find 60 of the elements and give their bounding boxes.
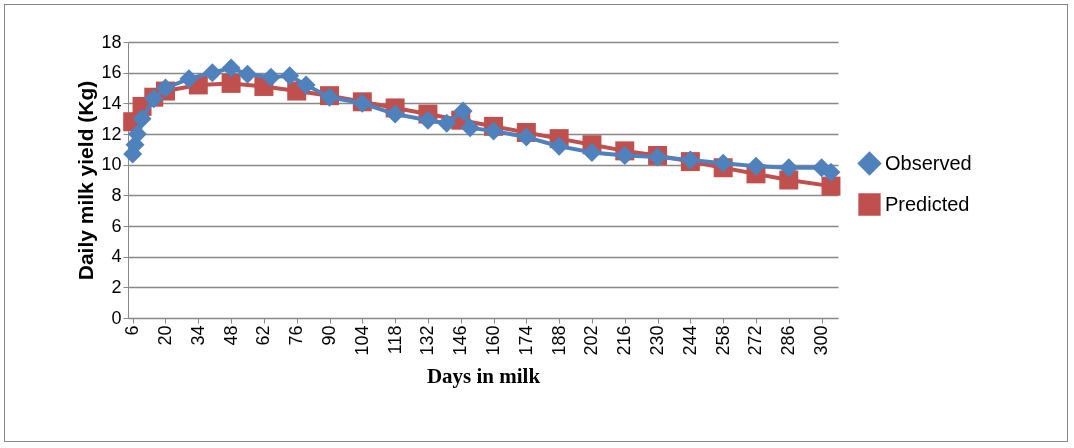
x-tick-label: 90 [319,325,340,346]
point [437,113,457,133]
point [779,158,799,178]
x-tick-label: 76 [286,325,307,346]
point [460,118,480,138]
x-tick-label: 258 [712,325,733,356]
point [296,75,316,95]
point [821,176,841,196]
point [549,136,569,156]
y-tick-label: 0 [111,307,122,328]
x-tick-label: 160 [483,325,504,356]
x-tick-label: 104 [351,325,372,356]
point [221,73,241,93]
point [127,124,147,144]
point [746,156,766,176]
x-tick-label: 20 [154,325,175,346]
x-tick-label: 34 [187,325,208,346]
y-tick-label: 2 [111,276,122,297]
x-tick-label: 132 [417,325,438,356]
point [132,109,152,129]
x-tick-label: 216 [614,325,635,356]
point [516,127,536,147]
x-tick-label: 118 [384,325,405,355]
point [385,104,405,124]
point [280,66,300,86]
x-tick-label: 6 [122,325,143,336]
y-tick-label: 8 [111,184,122,205]
x-tick-label: 272 [745,325,766,356]
legend-label: Predicted [885,192,970,215]
point [238,64,257,84]
y-tick-label: 4 [111,246,122,267]
point [261,67,281,87]
y-tick-label: 14 [101,92,122,113]
y-axis-title: Daily milk yield (Kg) [74,80,98,281]
point [484,121,504,141]
y-tick-label: 6 [111,215,122,236]
x-tick-label: 244 [679,325,700,356]
point [582,142,602,162]
x-tick-label: 62 [253,325,274,346]
x-tick-label: 174 [515,325,536,356]
point [713,153,733,173]
x-tick-label: 188 [548,325,569,356]
x-tick-label: 286 [778,325,799,356]
point [821,162,841,182]
legend-label: Observed [885,151,972,174]
point [221,58,241,78]
x-tick-label: 300 [811,325,832,356]
y-tick-label: 16 [101,62,122,83]
y-tick-label: 18 [101,31,122,52]
x-tick-label: 48 [220,325,241,346]
y-tick-label: 12 [101,123,122,144]
x-tick-label: 230 [647,325,668,356]
point [418,110,438,130]
x-tick-label: 146 [450,325,471,356]
y-tick-label: 10 [101,154,122,175]
x-tick-label: 202 [581,325,602,356]
point [202,63,222,83]
x-axis-title: Days in milk [426,363,541,388]
point [453,101,473,121]
point [179,69,199,89]
